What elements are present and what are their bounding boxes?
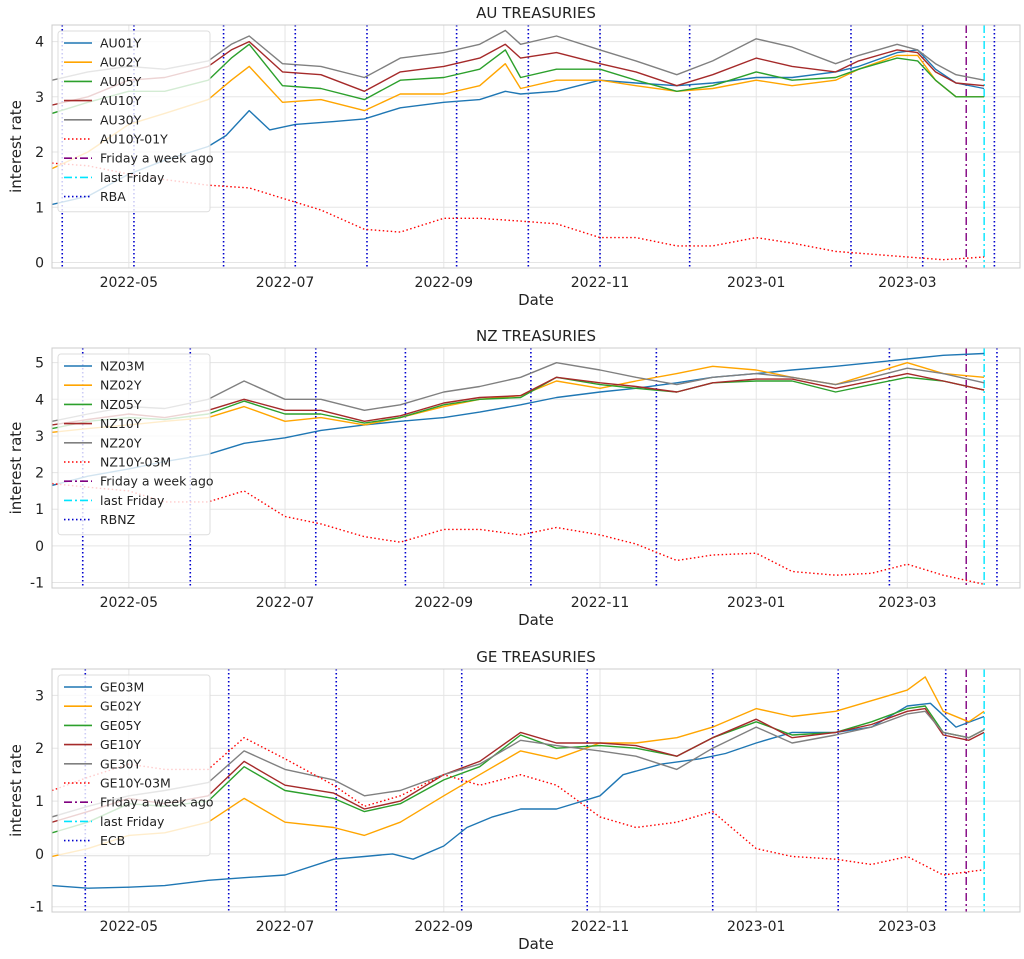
legend-label: AU01Y (100, 36, 142, 51)
series-line (52, 710, 985, 818)
y-tick-label: 3 (35, 429, 44, 445)
chart-title: GE TREASURIES (476, 648, 596, 666)
x-tick-label: 2022-05 (100, 919, 159, 935)
y-tick-label: -1 (30, 900, 44, 916)
x-axis-label: Date (518, 611, 554, 629)
x-tick-label: 2022-07 (256, 919, 315, 935)
chart-title: NZ TREASURIES (476, 327, 596, 345)
legend: AU01Y AU02Y AU05Y AU10Y AU30Y AU10Y-01Y Friday… (57, 30, 214, 213)
legend-label: GE10Y-03M (100, 776, 171, 791)
legend-label: last Friday (100, 493, 165, 508)
legend-label: NZ20Y (100, 435, 142, 450)
x-tick-label: 2023-03 (878, 275, 937, 291)
series-line (52, 707, 985, 823)
y-tick-label: 2 (35, 466, 44, 482)
y-tick-label: 3 (35, 688, 44, 704)
y-tick-label: 3 (35, 90, 44, 106)
series-line (52, 49, 985, 206)
x-tick-label: 2022-11 (571, 919, 630, 935)
x-tick-label: 2022-05 (100, 595, 159, 611)
x-tick-label: 2022-07 (256, 275, 315, 291)
plot-content (52, 25, 996, 268)
x-tick-label: 2022-09 (415, 919, 474, 935)
legend: NZ03M NZ02Y NZ05Y NZ10Y NZ20Y NZ10Y-03M Friday… (57, 353, 214, 536)
y-tick-label: 2 (35, 145, 44, 161)
chart-panel-1: 2022-05 2022-07 2022-09 2022-11 2023-01 2023-… (7, 4, 1021, 309)
x-tick-label: 2023-01 (727, 275, 786, 291)
legend-label: NZ03M (100, 359, 145, 374)
y-tick-label: 1 (35, 200, 44, 216)
legend-label: RBA (100, 189, 126, 204)
legend-label: Friday a week ago (100, 795, 214, 810)
legend-label: NZ05Y (100, 397, 142, 412)
x-axis-label: Date (518, 291, 554, 309)
plot-area (52, 25, 1020, 268)
legend-label: NZ10Y-03M (100, 455, 171, 470)
x-axis-label: Date (518, 935, 554, 953)
series-line (52, 162, 985, 261)
series-line (52, 482, 985, 585)
y-tick-label: 4 (35, 392, 44, 408)
legend-label: NZ02Y (100, 378, 142, 393)
series-line (52, 702, 985, 889)
legend-label: AU05Y (100, 74, 142, 89)
legend-label: RBNZ (100, 512, 135, 527)
x-tick-label: 2022-11 (571, 595, 630, 611)
legend-label: AU10Y-01Y (100, 132, 168, 147)
y-tick-label: 4 (35, 35, 44, 51)
plot-frame (51, 24, 1021, 269)
x-tick-label: 2022-09 (415, 275, 474, 291)
y-axis-label: interest rate (7, 744, 25, 837)
legend-label: last Friday (100, 814, 165, 829)
legend-label: GE03M (100, 680, 144, 695)
legend-label: AU30Y (100, 112, 142, 127)
legend-label: ECB (100, 833, 125, 848)
y-tick-label: -1 (30, 576, 44, 592)
y-tick-label: 0 (35, 539, 44, 555)
y-tick-label: 0 (35, 847, 44, 863)
legend-label: GE05Y (100, 718, 141, 733)
legend-box (57, 674, 211, 857)
y-axis-label: interest rate (7, 422, 25, 515)
series-line (52, 40, 985, 106)
legend-label: AU02Y (100, 55, 142, 70)
x-tick-label: 2022-09 (415, 595, 474, 611)
x-tick-label: 2022-05 (100, 275, 159, 291)
legend-box (57, 30, 211, 213)
y-tick-label: 1 (35, 502, 44, 518)
y-axis-label: interest rate (7, 100, 25, 193)
series-line (52, 29, 985, 81)
x-tick-label: 2023-03 (878, 595, 937, 611)
x-tick-label: 2022-07 (256, 595, 315, 611)
chart-panel-2: 2022-05 2022-07 2022-09 2022-11 2023-01 2023-… (7, 327, 1021, 629)
legend-box (57, 353, 211, 536)
series-line (52, 676, 985, 858)
y-tick-label: 0 (35, 255, 44, 271)
legend-label: GE10Y (100, 737, 141, 752)
x-tick-label: 2023-01 (727, 919, 786, 935)
legend-label: GE02Y (100, 699, 141, 714)
legend-label: last Friday (100, 170, 165, 185)
chart-panel-3: 2022-05 2022-07 2022-09 2022-11 2023-01 2023-… (7, 648, 1021, 953)
plot-frame (51, 668, 1021, 913)
legend-label: GE30Y (100, 756, 141, 771)
x-tick-label: 2023-03 (878, 919, 937, 935)
y-tick-label: 5 (35, 356, 44, 372)
legend-label: AU10Y (100, 93, 142, 108)
y-tick-label: 1 (35, 794, 44, 810)
legend-label: Friday a week ago (100, 151, 214, 166)
legend-label: NZ10Y (100, 416, 142, 431)
series-line (52, 705, 985, 834)
y-tick-label: 2 (35, 741, 44, 757)
legend-label: Friday a week ago (100, 474, 214, 489)
series-line (52, 43, 985, 115)
legend: GE03M GE02Y GE05Y GE10Y GE30Y GE10Y-03M Friday… (57, 674, 214, 857)
series-line (52, 54, 985, 170)
x-tick-label: 2023-01 (727, 595, 786, 611)
x-tick-label: 2022-11 (571, 275, 630, 291)
chart-title: AU TREASURIES (476, 4, 596, 22)
plot-frame (51, 347, 1021, 589)
